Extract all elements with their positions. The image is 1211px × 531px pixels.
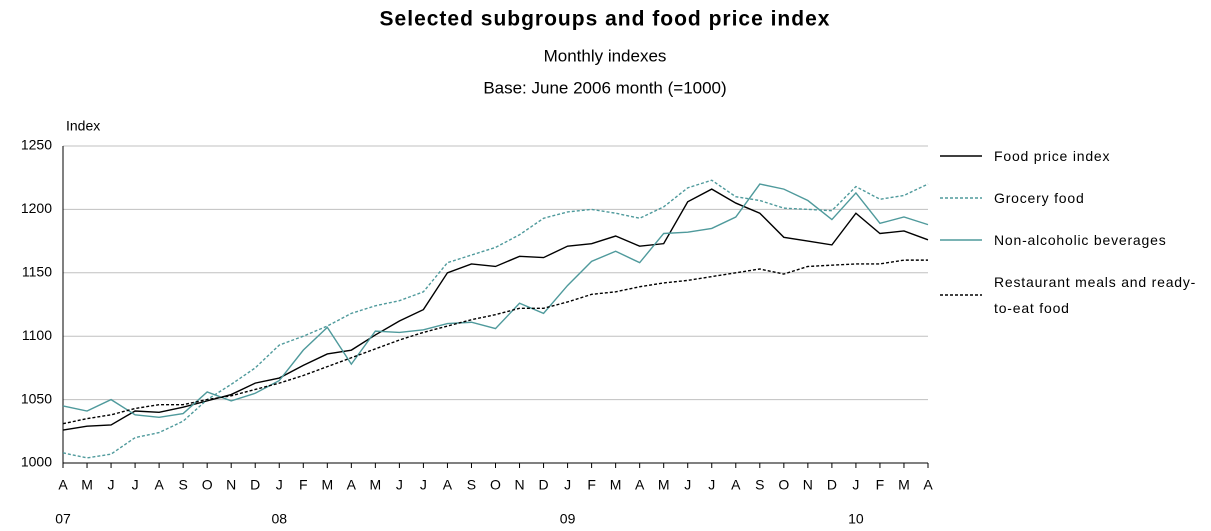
- x-tick-label: J: [420, 477, 427, 493]
- year-label: 10: [848, 511, 864, 527]
- x-tick-label: N: [803, 477, 813, 493]
- legend-label: Restaurant meals and ready-to-eat food: [994, 274, 1197, 316]
- x-tick-label: O: [490, 477, 501, 493]
- legend-swatch: [940, 239, 982, 241]
- x-tick-label: D: [538, 477, 548, 493]
- x-tick-label: A: [58, 477, 68, 493]
- year-label: 08: [271, 511, 287, 527]
- x-tick-label: O: [778, 477, 789, 493]
- x-tick-label: M: [81, 477, 93, 493]
- x-tick-label: A: [154, 477, 164, 493]
- x-tick-label: J: [852, 477, 859, 493]
- legend-item: Grocery food: [940, 185, 1205, 211]
- x-tick-label: J: [132, 477, 139, 493]
- x-tick-label: J: [276, 477, 283, 493]
- y-tick-label: 1250: [21, 137, 52, 153]
- series-line: [62, 179, 929, 459]
- x-tick-label: S: [755, 477, 764, 493]
- chart-title: Selected subgroups and food price index: [380, 8, 831, 31]
- y-axis-label: Index: [66, 118, 100, 134]
- x-tick-label: A: [635, 477, 645, 493]
- series-line: [62, 183, 929, 419]
- x-tick-label: F: [876, 477, 885, 493]
- x-tick-label: S: [467, 477, 476, 493]
- x-tick-label: M: [370, 477, 382, 493]
- y-tick-label: 1200: [21, 200, 52, 216]
- x-tick-label: J: [108, 477, 115, 493]
- legend-swatch: [940, 197, 982, 199]
- x-tick-label: M: [658, 477, 670, 493]
- legend-label: Non-alcoholic beverages: [994, 232, 1167, 248]
- year-label: 07: [55, 511, 71, 527]
- chart-subtitle: Monthly indexes: [544, 46, 667, 65]
- x-tick-label: J: [708, 477, 715, 493]
- legend-item: Restaurant meals and ready-to-eat food: [940, 269, 1205, 321]
- x-tick-label: A: [731, 477, 741, 493]
- legend-label: Grocery food: [994, 190, 1085, 206]
- x-tick-label: D: [827, 477, 837, 493]
- legend-swatch: [940, 155, 982, 157]
- x-tick-label: M: [610, 477, 622, 493]
- series-line: [62, 188, 929, 431]
- x-tick-label: A: [923, 477, 933, 493]
- x-tick-label: A: [443, 477, 453, 493]
- legend-swatch: [940, 294, 982, 296]
- legend-item: Non-alcoholic beverages: [940, 227, 1205, 253]
- y-tick-label: 1050: [21, 390, 52, 406]
- x-tick-label: F: [587, 477, 596, 493]
- x-tick-label: O: [202, 477, 213, 493]
- x-tick-label: N: [514, 477, 524, 493]
- chart-note: Base: June 2006 month (=1000): [483, 78, 726, 97]
- legend: Food price index Grocery food Non-alcoholi…: [940, 143, 1205, 321]
- series-line: [62, 259, 928, 425]
- x-tick-label: M: [321, 477, 333, 493]
- year-label: 09: [560, 511, 576, 527]
- legend-label: Food price index: [994, 148, 1111, 164]
- x-tick-label: N: [226, 477, 236, 493]
- y-tick-label: 1100: [22, 327, 52, 343]
- y-tick-label: 1150: [22, 264, 52, 280]
- x-tick-label: J: [564, 477, 571, 493]
- y-tick-label: 1000: [21, 454, 52, 470]
- x-tick-label: D: [250, 477, 260, 493]
- x-tick-label: F: [299, 477, 308, 493]
- x-tick-label: S: [178, 477, 187, 493]
- x-tick-label: A: [347, 477, 357, 493]
- legend-item: Food price index: [940, 143, 1205, 169]
- x-tick-label: J: [684, 477, 691, 493]
- x-tick-label: J: [396, 477, 403, 493]
- x-tick-label: M: [898, 477, 910, 493]
